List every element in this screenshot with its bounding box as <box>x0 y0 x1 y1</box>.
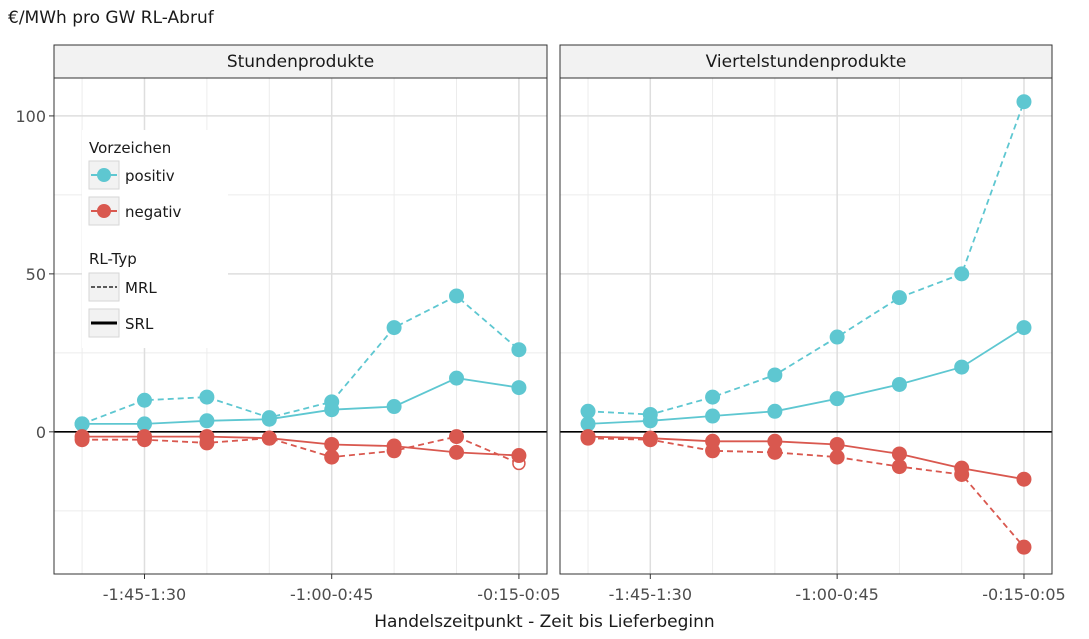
data-point-negativ-SRL <box>74 429 90 445</box>
data-point-negativ-SRL <box>580 429 596 445</box>
data-point-negativ-MRL <box>767 444 783 460</box>
data-point-negativ-MRL <box>1016 539 1032 555</box>
y-tick-label: 100 <box>15 107 46 126</box>
data-point-negativ-SRL <box>386 438 402 454</box>
data-point-negativ-SRL <box>954 460 970 476</box>
data-point-positiv-MRL <box>705 389 721 405</box>
series-line-positiv-SRL <box>587 326 1025 425</box>
panel-background <box>560 78 1052 574</box>
legend-label-SRL: SRL <box>125 315 154 333</box>
data-point-positiv-MRL <box>580 403 596 419</box>
data-point-positiv-SRL <box>199 413 215 429</box>
data-point-positiv-MRL <box>891 290 907 306</box>
data-point-positiv-MRL <box>954 266 970 282</box>
data-point-negativ-SRL <box>324 436 340 452</box>
data-point-negativ-MRL <box>324 449 340 465</box>
series-line-positiv-SRL <box>82 377 520 425</box>
facet-strip <box>53 44 548 79</box>
legend-label-negativ: negativ <box>125 203 181 221</box>
data-point-positiv-MRL <box>511 342 527 358</box>
series-line-negativ-SRL <box>82 435 519 457</box>
data-point-negativ-SRL <box>261 430 277 446</box>
data-point-negativ-SRL <box>1016 471 1032 487</box>
panel-2: Viertelstundenprodukte -1:45-1:30 -1:00-0:… <box>559 44 1066 604</box>
data-point-positiv-MRL <box>199 389 215 405</box>
legend-label-MRL: MRL <box>125 279 157 297</box>
data-point-positiv-SRL <box>511 380 527 396</box>
panel-border <box>559 77 1053 575</box>
data-point-negativ-MRL <box>829 449 845 465</box>
data-point-positiv-SRL <box>449 370 465 386</box>
facet-strip <box>559 44 1053 79</box>
data-point-negativ-SRL <box>767 433 783 449</box>
data-point-positiv-SRL <box>261 411 277 427</box>
y-axis-title: €/MWh pro GW RL-Abruf <box>8 8 214 28</box>
x-axis-title: Handelszeitpunkt - Zeit bis Lieferbeginn <box>374 612 715 632</box>
facet-title: Stundenprodukte <box>227 52 374 72</box>
series-line-negativ-MRL <box>82 435 520 465</box>
series-line-negativ-MRL <box>587 437 1025 548</box>
data-point-positiv-MRL <box>136 392 152 408</box>
data-point-positiv-MRL <box>386 320 402 336</box>
data-point-positiv-SRL <box>705 408 721 424</box>
data-point-positiv-SRL <box>74 416 90 432</box>
series-line-negativ-SRL <box>587 435 1025 481</box>
x-tick-label: -0:15-0:05 <box>982 585 1065 604</box>
x-tick-label: -0:15-0:05 <box>477 585 560 604</box>
data-point-positiv-SRL <box>324 402 340 418</box>
x-tick-label: -1:00-0:45 <box>290 585 373 604</box>
data-point-positiv-SRL <box>136 416 152 432</box>
data-point-positiv-SRL <box>767 403 783 419</box>
legend: Vorzeichen positiv negativ RL-Typ MRL SRL <box>82 130 228 348</box>
data-point-positiv-SRL <box>642 413 658 429</box>
data-point-negativ-SRL <box>705 433 721 449</box>
panel-border <box>53 77 548 575</box>
data-point-negativ-SRL <box>829 436 845 452</box>
data-point-negativ-SRL <box>136 429 152 445</box>
y-tick-label: 50 <box>26 265 46 284</box>
y-tick-label: 0 <box>36 423 46 442</box>
data-point-positiv-MRL <box>449 288 465 304</box>
data-point-positiv-MRL <box>1016 94 1032 110</box>
data-point-negativ-MRL <box>891 459 907 475</box>
data-point-negativ-SRL <box>449 444 465 460</box>
data-point-negativ-SRL <box>891 446 907 462</box>
x-tick-label: -1:45-1:30 <box>103 585 186 604</box>
legend-label-positiv: positiv <box>125 167 175 185</box>
data-point-positiv-SRL <box>954 359 970 375</box>
data-point-negativ-SRL <box>511 448 527 464</box>
data-point-negativ-MRL <box>449 429 465 445</box>
series-line-positiv-MRL <box>587 101 1025 416</box>
legend-title-rl-typ: RL-Typ <box>89 250 137 268</box>
series-line-positiv-MRL <box>81 294 520 425</box>
facet-title: Viertelstundenprodukte <box>706 52 907 72</box>
x-tick-label: -1:45-1:30 <box>609 585 692 604</box>
legend-title-vorzeichen: Vorzeichen <box>89 139 171 157</box>
data-point-positiv-MRL <box>767 367 783 383</box>
data-point-positiv-SRL <box>829 391 845 407</box>
data-point-negativ-SRL <box>642 430 658 446</box>
legend-key-point <box>97 204 111 218</box>
data-point-positiv-SRL <box>580 416 596 432</box>
data-point-positiv-SRL <box>386 399 402 415</box>
legend-key-point <box>97 168 111 182</box>
data-point-positiv-SRL <box>891 376 907 392</box>
data-point-positiv-SRL <box>1016 320 1032 336</box>
data-point-positiv-MRL <box>829 329 845 345</box>
data-point-negativ-SRL <box>199 429 215 445</box>
x-tick-label: -1:00-0:45 <box>795 585 878 604</box>
